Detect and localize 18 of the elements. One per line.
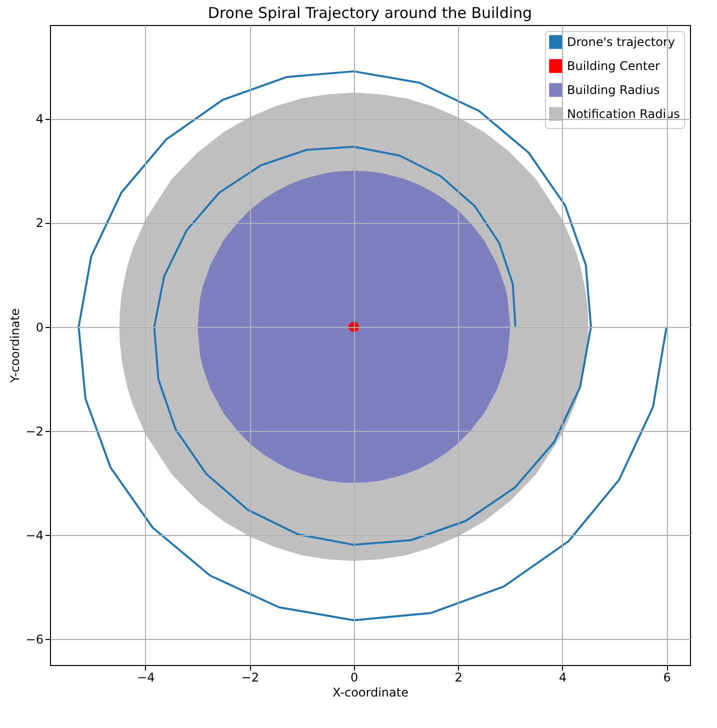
x-tick-label: −4	[137, 670, 155, 684]
y-tick-label: −6	[26, 632, 44, 646]
y-tick-label: 2	[36, 216, 44, 230]
y-tick-label: 0	[36, 320, 44, 334]
x-tick-label: 2	[454, 670, 462, 684]
x-tick-label: 6	[663, 670, 671, 684]
x-axis-title: X-coordinate	[332, 686, 408, 700]
x-tick-label: 0	[350, 670, 358, 684]
y-tick-label: −2	[26, 424, 44, 438]
y-tick-label: −4	[26, 528, 44, 542]
legend-label: Building Center	[567, 59, 660, 73]
x-tick-label: −2	[241, 670, 259, 684]
chart-title: Drone Spiral Trajectory around the Building	[208, 4, 532, 22]
y-tick-label: 4	[36, 112, 44, 126]
y-axis-title: Y-coordinate	[8, 308, 22, 384]
legend-label: Building Radius	[567, 83, 660, 97]
x-tick-label: 4	[558, 670, 567, 684]
legend-label: Drone's trajectory	[567, 35, 675, 49]
